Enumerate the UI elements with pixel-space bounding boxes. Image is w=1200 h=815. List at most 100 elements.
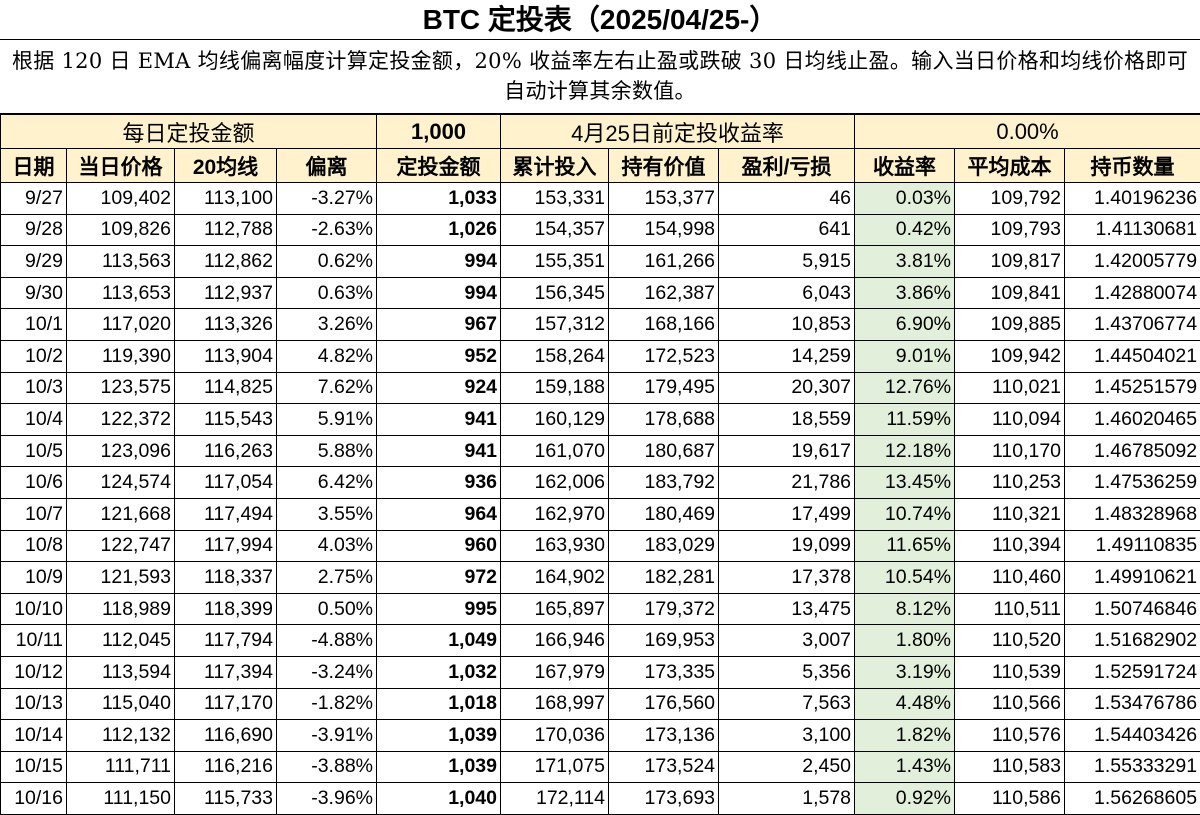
cell-ma20[interactable]: 112,937: [175, 277, 277, 309]
cell-pnl: 17,378: [719, 562, 855, 594]
cell-ma20[interactable]: 114,825: [175, 372, 277, 404]
cell-ma20[interactable]: 116,690: [175, 720, 277, 752]
cell-rate: 6.90%: [855, 309, 955, 341]
cell-price[interactable]: 117,020: [67, 309, 175, 341]
cell-date[interactable]: 10/4: [1, 404, 67, 436]
cell-price[interactable]: 109,402: [67, 183, 175, 215]
sheet-description: 根据 120 日 EMA 均线偏离幅度计算定投金额，20% 收益率左右止盈或跌破…: [0, 40, 1200, 114]
cell-date[interactable]: 10/5: [1, 435, 67, 467]
cell-date[interactable]: 10/13: [1, 688, 67, 720]
cell-dca: 1,040: [377, 783, 501, 815]
prior-return-cell[interactable]: 0.00%: [855, 115, 1200, 149]
cell-avgcost: 109,942: [955, 340, 1065, 372]
cell-total: 164,902: [501, 562, 609, 594]
cell-coins: 1.55333291: [1065, 751, 1200, 783]
cell-dca: 1,033: [377, 183, 501, 215]
cell-ma20[interactable]: 118,399: [175, 593, 277, 625]
cell-ma20[interactable]: 112,788: [175, 214, 277, 246]
cell-price[interactable]: 111,711: [67, 751, 175, 783]
cell-deviation: 0.50%: [277, 593, 377, 625]
cell-price[interactable]: 111,150: [67, 783, 175, 815]
cell-price[interactable]: 112,132: [67, 720, 175, 752]
cell-price[interactable]: 122,747: [67, 530, 175, 562]
cell-pnl: 5,915: [719, 246, 855, 278]
cell-rate: 12.18%: [855, 435, 955, 467]
cell-price[interactable]: 109,826: [67, 214, 175, 246]
cell-date[interactable]: 10/2: [1, 340, 67, 372]
cell-ma20[interactable]: 117,994: [175, 530, 277, 562]
cell-price[interactable]: 115,040: [67, 688, 175, 720]
cell-ma20[interactable]: 115,543: [175, 404, 277, 436]
cell-ma20[interactable]: 117,394: [175, 656, 277, 688]
cell-avgcost: 109,793: [955, 214, 1065, 246]
cell-dca: 994: [377, 246, 501, 278]
cell-date[interactable]: 10/8: [1, 530, 67, 562]
cell-rate: 3.19%: [855, 656, 955, 688]
cell-value: 176,560: [609, 688, 719, 720]
cell-date[interactable]: 9/29: [1, 246, 67, 278]
cell-dca: 960: [377, 530, 501, 562]
cell-coins: 1.56268605: [1065, 783, 1200, 815]
cell-price[interactable]: 112,045: [67, 625, 175, 657]
cell-ma20[interactable]: 113,100: [175, 183, 277, 215]
cell-price[interactable]: 118,989: [67, 593, 175, 625]
cell-price[interactable]: 119,390: [67, 340, 175, 372]
col-header-total-invested: 累计投入: [501, 149, 609, 183]
cell-date[interactable]: 10/12: [1, 656, 67, 688]
cell-ma20[interactable]: 117,794: [175, 625, 277, 657]
cell-price[interactable]: 121,593: [67, 562, 175, 594]
cell-date[interactable]: 10/11: [1, 625, 67, 657]
cell-price[interactable]: 123,096: [67, 435, 175, 467]
cell-price[interactable]: 122,372: [67, 404, 175, 436]
cell-ma20[interactable]: 113,326: [175, 309, 277, 341]
cell-date[interactable]: 9/27: [1, 183, 67, 215]
cell-date[interactable]: 9/30: [1, 277, 67, 309]
cell-ma20[interactable]: 116,263: [175, 435, 277, 467]
cell-value: 182,281: [609, 562, 719, 594]
cell-date[interactable]: 10/9: [1, 562, 67, 594]
col-header-holding-value: 持有价值: [609, 149, 719, 183]
cell-ma20[interactable]: 117,494: [175, 498, 277, 530]
cell-deviation: -1.82%: [277, 688, 377, 720]
cell-ma20[interactable]: 117,054: [175, 467, 277, 499]
cell-ma20[interactable]: 113,904: [175, 340, 277, 372]
cell-price[interactable]: 124,574: [67, 467, 175, 499]
cell-ma20[interactable]: 118,337: [175, 562, 277, 594]
cell-deviation: 6.42%: [277, 467, 377, 499]
cell-rate: 4.48%: [855, 688, 955, 720]
cell-date[interactable]: 10/3: [1, 372, 67, 404]
cell-date[interactable]: 10/10: [1, 593, 67, 625]
cell-ma20[interactable]: 116,216: [175, 751, 277, 783]
cell-avgcost: 110,576: [955, 720, 1065, 752]
cell-dca: 952: [377, 340, 501, 372]
cell-date[interactable]: 10/1: [1, 309, 67, 341]
cell-ma20[interactable]: 117,170: [175, 688, 277, 720]
cell-date[interactable]: 10/14: [1, 720, 67, 752]
cell-ma20[interactable]: 112,862: [175, 246, 277, 278]
cell-value: 173,136: [609, 720, 719, 752]
cell-date[interactable]: 10/16: [1, 783, 67, 815]
cell-date[interactable]: 10/6: [1, 467, 67, 499]
cell-date[interactable]: 10/15: [1, 751, 67, 783]
cell-date[interactable]: 10/7: [1, 498, 67, 530]
cell-avgcost: 110,539: [955, 656, 1065, 688]
cell-ma20[interactable]: 115,733: [175, 783, 277, 815]
cell-price[interactable]: 121,668: [67, 498, 175, 530]
daily-amount-cell[interactable]: 1,000: [377, 115, 501, 149]
cell-date[interactable]: 9/28: [1, 214, 67, 246]
cell-deviation: 3.55%: [277, 498, 377, 530]
cell-price[interactable]: 113,653: [67, 277, 175, 309]
cell-price[interactable]: 113,563: [67, 246, 175, 278]
cell-value: 162,387: [609, 277, 719, 309]
cell-price[interactable]: 123,575: [67, 372, 175, 404]
cell-price[interactable]: 113,594: [67, 656, 175, 688]
cell-pnl: 7,563: [719, 688, 855, 720]
